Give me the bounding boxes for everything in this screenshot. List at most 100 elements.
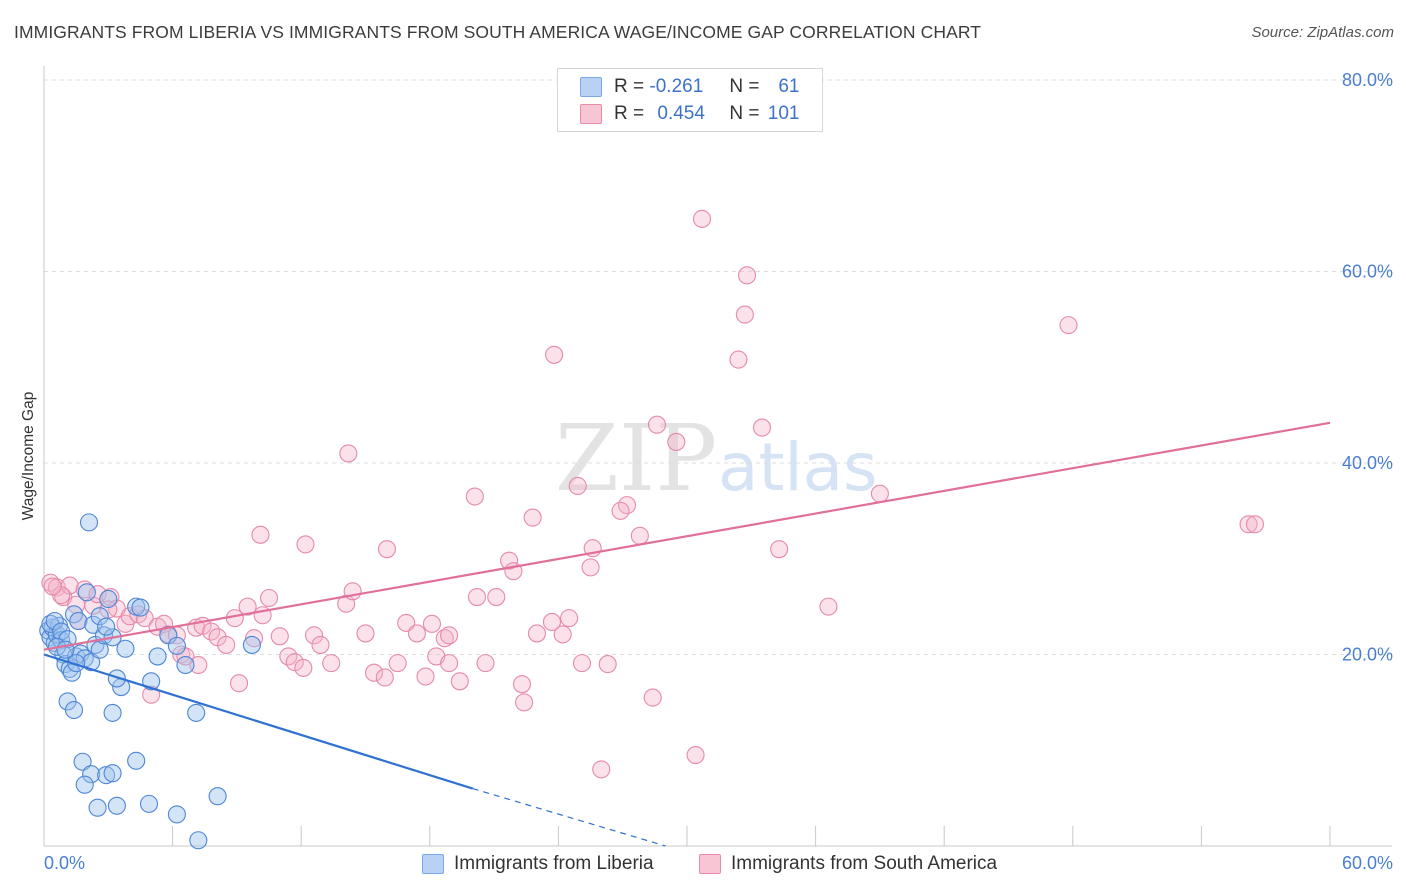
bottom-legend-south-america: Immigrants from South America — [699, 851, 997, 877]
n-label: N = — [729, 76, 760, 97]
liberia-point — [69, 611, 88, 631]
liberia-point — [167, 636, 186, 655]
south-america-point — [527, 624, 547, 643]
liberia-point — [82, 653, 101, 672]
trend-lines — [43, 421, 1331, 847]
r-label: R = — [614, 76, 645, 97]
liberia-point — [242, 635, 261, 654]
south-america-legend-label: Immigrants from South America — [731, 853, 998, 874]
south-america-legend-swatch — [699, 854, 721, 874]
south-america-point — [294, 658, 313, 677]
south-america-point — [686, 745, 705, 765]
south-america-point — [592, 760, 611, 779]
liberia-point — [64, 700, 84, 720]
y-tick-label: 60.0% — [1342, 262, 1393, 282]
liberia-point — [148, 647, 167, 666]
chart-title: IMMIGRANTS FROM LIBERIA VS IMMIGRANTS FR… — [14, 22, 982, 42]
liberia-point — [107, 796, 126, 815]
south-america-point — [500, 551, 519, 570]
south-america-point — [407, 624, 426, 643]
south-america-point — [598, 655, 617, 674]
south-america-point — [819, 597, 838, 616]
south-america-point — [251, 525, 270, 544]
grid-lines — [44, 79, 1392, 655]
south-america-point — [630, 526, 649, 545]
y-axis-label: Wage/Income Gap — [20, 392, 37, 521]
south-america-point — [450, 672, 469, 691]
legend-row-south-america: R = 0.454 N = 101 — [580, 101, 800, 127]
south-america-point — [1059, 316, 1078, 335]
liberia-point — [90, 607, 109, 626]
liberia-swatch — [580, 77, 602, 97]
n-label: N = — [729, 103, 760, 124]
south-america-trend-line — [43, 421, 1331, 651]
stats-legend: R = -0.261 N = 61 R = 0.454 N = 101 — [557, 68, 823, 132]
south-america-point — [217, 635, 236, 654]
legend-row-liberia: R = -0.261 N = 61 — [580, 74, 800, 100]
south-america-point — [296, 535, 315, 554]
south-america-point — [581, 558, 600, 577]
south-america-point — [189, 655, 208, 675]
south-america-point — [729, 350, 748, 369]
liberia-point — [82, 765, 101, 784]
south-america-point — [545, 345, 564, 364]
liberia-trend-line — [43, 653, 473, 790]
south-america-point — [476, 654, 495, 673]
south-america-point — [1245, 515, 1265, 534]
x-tick-label: 60.0% — [1342, 853, 1393, 873]
n-value: 61 — [778, 76, 800, 97]
liberia-point — [97, 617, 116, 636]
liberia-point — [116, 639, 135, 658]
liberia-point — [208, 787, 227, 806]
south-america-point — [377, 540, 396, 559]
south-america-point — [870, 484, 889, 503]
south-america-point — [1239, 515, 1258, 534]
south-america-point — [229, 674, 249, 693]
south-america-point — [752, 418, 772, 437]
x-tick-label: 0.0% — [44, 853, 85, 873]
liberia-point — [88, 798, 107, 817]
r-value: 0.454 — [657, 103, 705, 124]
liberia-point — [189, 831, 208, 850]
liberia-point — [67, 654, 86, 673]
south-america-point — [467, 587, 487, 607]
liberia-point — [187, 703, 206, 722]
liberia-trend-extension — [472, 787, 666, 847]
south-america-point — [770, 540, 789, 559]
liberia-point — [167, 805, 186, 824]
liberia-point — [73, 752, 92, 771]
liberia-point — [99, 589, 118, 609]
south-america-point — [416, 667, 435, 686]
south-america-point — [375, 668, 394, 687]
south-america-point — [422, 614, 441, 633]
liberia-point — [176, 655, 195, 675]
south-america-point — [692, 209, 712, 228]
chart-source: Source: ZipAtlas.com — [1251, 24, 1394, 41]
south-america-point — [244, 629, 264, 648]
south-america-point — [667, 432, 686, 451]
south-america-point — [388, 654, 407, 673]
south-america-point — [311, 635, 330, 654]
liberia-point — [90, 640, 109, 659]
south-america-point — [238, 597, 257, 616]
south-america-point — [270, 627, 289, 646]
south-america-point — [647, 415, 667, 434]
south-america-point — [487, 587, 506, 607]
south-america-point — [572, 654, 592, 673]
south-america-point — [737, 266, 757, 285]
south-america-point — [365, 663, 384, 682]
south-america-point — [611, 501, 630, 520]
south-america-point — [512, 675, 532, 694]
liberia-point — [139, 794, 159, 813]
liberia-point — [97, 766, 116, 785]
south-america-point — [643, 688, 662, 707]
south-america-point — [440, 654, 459, 673]
south-america-point — [305, 626, 324, 645]
y-tick-label: 80.0% — [1342, 70, 1393, 90]
liberia-point — [45, 611, 64, 631]
south-america-point — [568, 476, 587, 496]
south-america-point — [515, 693, 534, 712]
axes — [43, 66, 1392, 847]
south-america-point — [339, 444, 358, 463]
